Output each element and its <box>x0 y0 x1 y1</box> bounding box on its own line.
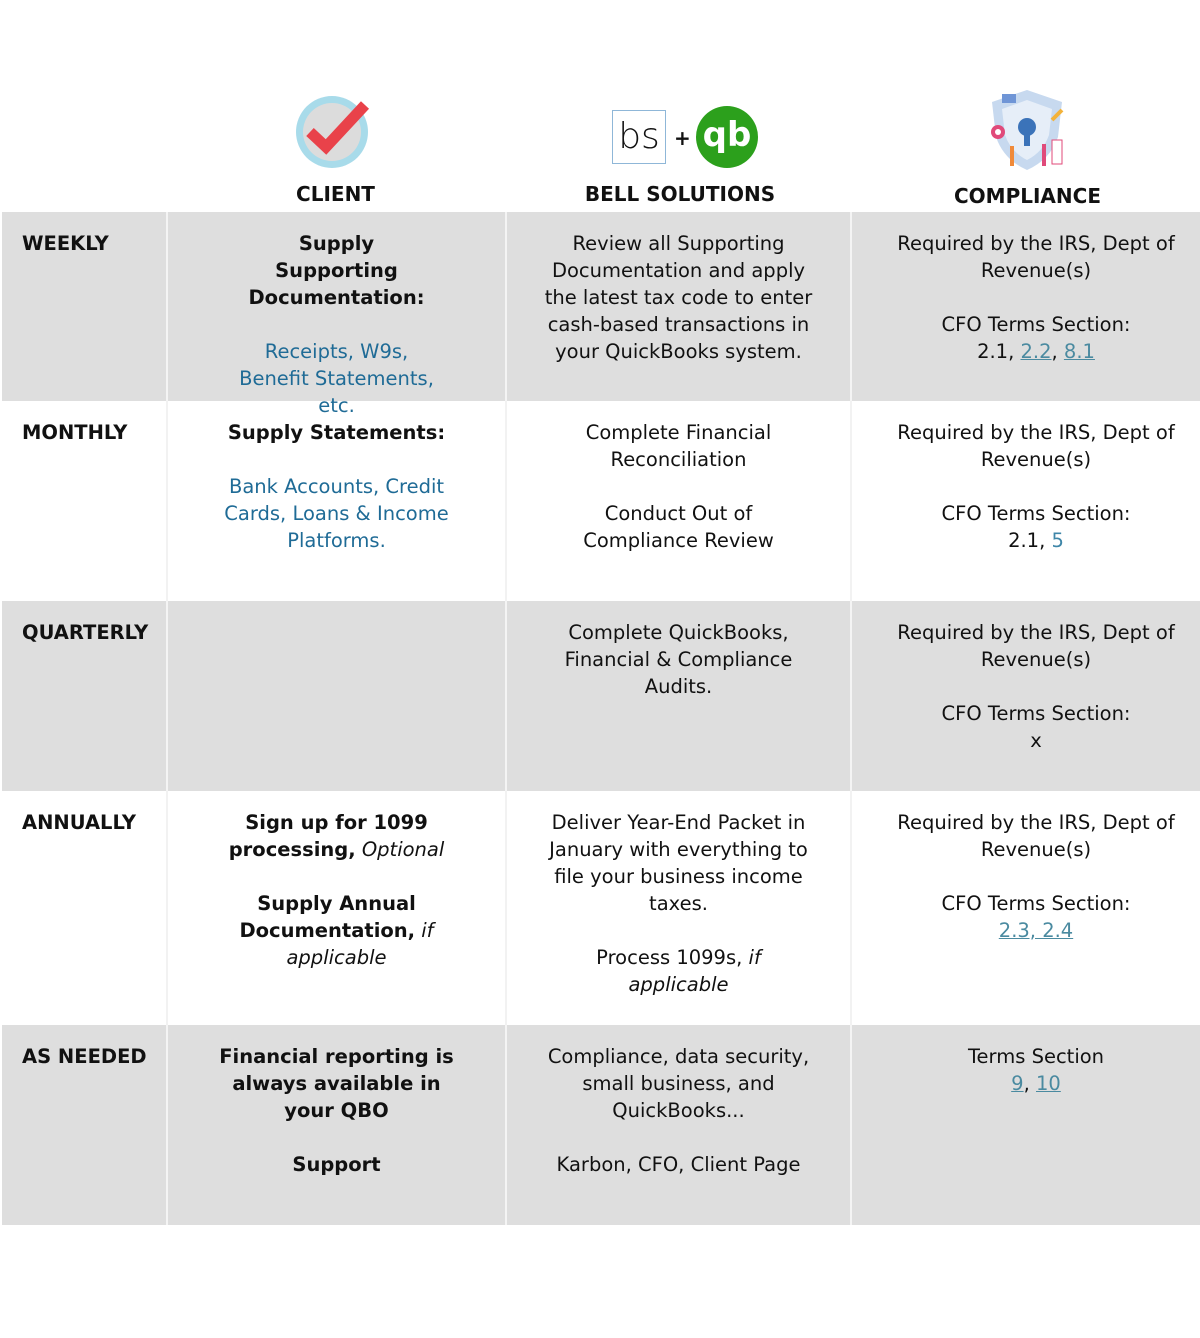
table-row-as-needed: AS NEEDED Financial reporting is always … <box>2 1025 1200 1225</box>
client-task-note: Optional <box>361 838 445 861</box>
bs-logo: bs <box>612 110 666 164</box>
client-task: Supply Statements: <box>227 421 446 444</box>
bell-cell: Deliver Year-End Packet in January with … <box>505 791 850 1025</box>
compliance-cell: Required by the IRS, Dept of Revenue(s) … <box>850 601 1200 791</box>
table-row-annually: ANNUALLY Sign up for 1099 processing, Op… <box>2 791 1200 1025</box>
terms-link[interactable]: 2.2 <box>1020 340 1052 363</box>
client-items: Bank Accounts, Credit Cards, Loans & Inc… <box>224 475 449 552</box>
header: CLIENT bs + qb BELL SOLUTIONS COMPLIANCE <box>0 0 1200 212</box>
column-header-client: CLIENT <box>296 182 375 206</box>
terms-label: CFO Terms Section: <box>941 892 1131 915</box>
client-task-note: if applicable <box>286 919 434 969</box>
bell-task: Compliance, data security, small busines… <box>547 1045 810 1122</box>
client-items: Receipts, W9s, Benefit Statements, etc. <box>239 340 434 417</box>
terms-section: x <box>1030 729 1042 752</box>
terms-label: Terms Section <box>967 1045 1105 1068</box>
bell-cell: Review all Supporting Documentation and … <box>505 212 850 401</box>
compliance-cell: Required by the IRS, Dept of Revenue(s) … <box>850 401 1200 601</box>
bell-cell: Complete QuickBooks, Financial & Complia… <box>505 601 850 791</box>
checkmark-icon <box>296 96 370 168</box>
bell-task-note: if applicable <box>628 946 761 996</box>
quickbooks-logo: qb <box>696 106 758 168</box>
compliance-cell: Terms Section 9, 10 <box>850 1025 1200 1225</box>
bell-task: Complete Financial Reconciliation <box>585 421 772 471</box>
bell-cell: Compliance, data security, small busines… <box>505 1025 850 1225</box>
client-task: Support <box>292 1153 381 1176</box>
client-cell: Supply Supporting Documentation: Receipt… <box>166 212 505 417</box>
client-task: Financial reporting is always available … <box>219 1045 454 1122</box>
client-cell: Supply Statements: Bank Accounts, Credit… <box>166 401 505 601</box>
compliance-requirement: Required by the IRS, Dept of Revenue(s) <box>897 421 1175 471</box>
terms-label: CFO Terms Section: <box>941 502 1131 525</box>
column-header-compliance: COMPLIANCE <box>954 184 1101 208</box>
table-row-weekly: WEEKLY Supply Supporting Documentation: … <box>2 212 1200 417</box>
table-row-quarterly: QUARTERLY Complete QuickBooks, Financial… <box>2 601 1200 791</box>
bell-task: Complete QuickBooks, Financial & Complia… <box>564 621 793 698</box>
bell-task: Deliver Year-End Packet in January with … <box>549 811 808 915</box>
table-row-monthly: MONTHLY Supply Statements: Bank Accounts… <box>2 401 1200 601</box>
terms-label: CFO Terms Section: <box>941 702 1131 725</box>
terms-section-highlight: 5 <box>1051 529 1064 552</box>
compliance-cell: Required by the IRS, Dept of Revenue(s) … <box>850 212 1200 401</box>
compliance-requirement: Required by the IRS, Dept of Revenue(s) <box>897 232 1175 282</box>
column-header-bell-solutions: BELL SOLUTIONS <box>584 182 776 206</box>
terms-link[interactable]: 2.3, 2.4 <box>998 919 1074 942</box>
terms-link[interactable]: 8.1 <box>1063 340 1095 363</box>
compliance-requirement: Required by the IRS, Dept of Revenue(s) <box>897 621 1175 671</box>
client-task: Supply Annual Documentation, <box>239 892 416 942</box>
compliance-requirement: Required by the IRS, Dept of Revenue(s) <box>897 811 1175 861</box>
bell-cell: Complete Financial Reconciliation Conduc… <box>505 401 850 601</box>
row-label: ANNUALLY <box>22 811 136 834</box>
terms-link[interactable]: 9 <box>1011 1072 1024 1095</box>
client-cell: Sign up for 1099 processing, Optional Su… <box>166 791 505 1025</box>
bell-task: Review all Supporting Documentation and … <box>544 232 813 363</box>
row-label: WEEKLY <box>22 232 109 255</box>
plus-sign: + <box>674 126 691 150</box>
bell-task: Process 1099s, <box>596 946 743 969</box>
client-cell: Financial reporting is always available … <box>166 1025 505 1225</box>
client-task: Sign up for 1099 processing, <box>228 811 428 861</box>
terms-section: 2.1, <box>1008 529 1052 552</box>
row-label: AS NEEDED <box>22 1045 147 1068</box>
bell-task: Conduct Out of Compliance Review <box>583 502 774 552</box>
terms-section: 2.1, <box>977 340 1021 363</box>
compliance-cell: Required by the IRS, Dept of Revenue(s) … <box>850 791 1200 1025</box>
terms-label: CFO Terms Section: <box>941 313 1131 336</box>
client-task: Supply Supporting Documentation: <box>248 232 425 309</box>
row-label: MONTHLY <box>22 421 128 444</box>
terms-link[interactable]: 10 <box>1036 1072 1061 1095</box>
client-cell <box>166 601 505 791</box>
bell-task: Karbon, CFO, Client Page <box>556 1153 801 1176</box>
compliance-shield-illustration <box>991 90 1064 170</box>
row-label: QUARTERLY <box>22 621 149 644</box>
